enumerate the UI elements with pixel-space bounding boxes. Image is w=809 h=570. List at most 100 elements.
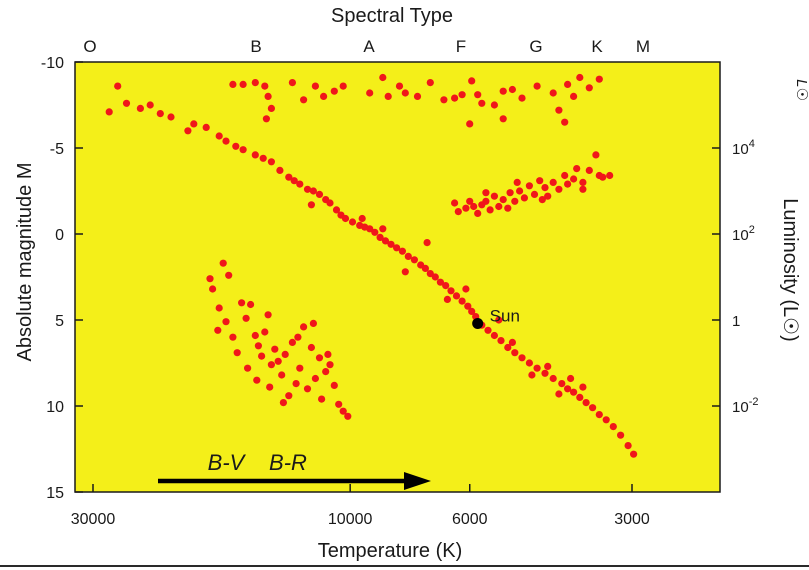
point-supergiants <box>595 75 603 83</box>
point-supergiants <box>311 82 319 90</box>
point-main-sequence <box>296 180 304 188</box>
point-giants <box>511 197 519 205</box>
magnitude-axis: -10 -5 0 5 10 15 <box>41 55 83 502</box>
point-supergiants <box>288 79 296 87</box>
sun-label: Sun <box>490 306 520 325</box>
point-main-sequence <box>114 82 122 90</box>
point-main-sequence <box>332 206 341 214</box>
point-main-sequence <box>232 142 240 150</box>
point-supergiants <box>576 73 584 82</box>
point-white-dwarfs <box>261 328 269 336</box>
point-main-sequence <box>630 450 638 458</box>
point-main-sequence <box>436 278 444 286</box>
chart-title: Spectral Type <box>331 5 453 27</box>
point-main-sequence <box>136 104 144 112</box>
point-main-sequence <box>525 359 534 367</box>
point-giants <box>555 185 563 193</box>
point-giants <box>513 178 521 186</box>
point-main-sequence <box>326 199 334 207</box>
point-supergiants <box>366 89 374 97</box>
point-white-dwarfs <box>219 259 227 267</box>
point-giants <box>499 196 507 204</box>
spectral-type-A: A <box>363 37 375 56</box>
y-tick-label: 0 <box>55 227 64 244</box>
point-giants <box>544 192 552 200</box>
point-giants <box>520 194 529 202</box>
point-white-dwarfs <box>215 304 223 312</box>
point-main-sequence <box>447 287 455 295</box>
point-giants <box>599 173 607 181</box>
point-supergiants <box>320 92 328 100</box>
point-supergiants <box>264 92 272 100</box>
point-main-sequence <box>533 364 541 372</box>
point-white-dwarfs <box>300 323 308 331</box>
x-tick-label: 3000 <box>614 511 650 528</box>
point-giants <box>495 202 503 211</box>
arrow-label-b-v: B-V <box>208 450 247 475</box>
point-white-dwarfs <box>326 361 334 369</box>
point-white-dwarfs <box>315 354 324 362</box>
point-main-sequence <box>376 233 384 241</box>
point-main-sequence <box>184 127 192 135</box>
point-main-sequence <box>602 416 610 424</box>
spectral-type-O: O <box>83 37 96 56</box>
point-main-sequence <box>567 374 575 383</box>
point-supergiants <box>267 104 275 112</box>
point-main-sequence <box>555 390 563 398</box>
point-white-dwarfs <box>303 385 312 393</box>
point-supergiants <box>478 99 486 107</box>
point-giants <box>585 166 593 174</box>
point-giants <box>536 177 544 185</box>
point-main-sequence <box>156 110 164 118</box>
point-giants <box>482 197 490 205</box>
point-supergiants <box>585 84 593 92</box>
point-supergiants <box>339 82 347 90</box>
point-supergiants <box>261 82 269 90</box>
point-main-sequence <box>167 113 175 121</box>
point-supergiants <box>570 92 578 100</box>
point-main-sequence <box>508 338 516 346</box>
point-main-sequence <box>442 282 450 290</box>
point-supergiants <box>426 79 434 87</box>
point-main-sequence <box>239 146 247 154</box>
point-main-sequence <box>617 431 625 439</box>
point-main-sequence <box>122 99 131 107</box>
point-white-dwarfs <box>222 318 230 326</box>
point-main-sequence <box>379 225 387 233</box>
point-supergiants <box>499 115 507 123</box>
point-main-sequence <box>303 185 312 193</box>
point-white-dwarfs <box>324 350 332 358</box>
x-tick-label: 6000 <box>452 511 488 528</box>
luminosity-tick-label: 1 <box>732 313 740 330</box>
y-tick-label: -5 <box>50 141 64 158</box>
point-giants <box>606 171 614 180</box>
point-main-sequence <box>511 349 519 357</box>
point-main-sequence <box>404 252 412 260</box>
point-supergiants <box>229 80 237 88</box>
point-white-dwarfs <box>225 271 233 279</box>
point-main-sequence <box>251 151 259 159</box>
point-main-sequence <box>215 132 223 140</box>
point-main-sequence <box>387 240 395 248</box>
point-main-sequence <box>541 369 549 377</box>
point-main-sequence <box>105 108 113 116</box>
point-main-sequence <box>462 285 470 293</box>
point-giants <box>470 202 478 211</box>
point-white-dwarfs <box>233 349 241 357</box>
point-supergiants <box>499 87 507 95</box>
point-main-sequence <box>609 423 617 431</box>
point-supergiants <box>458 91 466 99</box>
point-white-dwarfs <box>266 383 274 391</box>
point-main-sequence <box>393 244 401 252</box>
luminosity-tick-label: 10-2 <box>732 396 758 416</box>
point-giants <box>530 190 539 198</box>
point-giants <box>482 189 490 197</box>
point-main-sequence <box>381 237 390 245</box>
point-giants <box>486 206 494 214</box>
point-supergiants <box>555 106 563 114</box>
point-white-dwarfs <box>214 326 222 334</box>
point-main-sequence <box>490 331 498 340</box>
point-main-sequence <box>358 214 366 223</box>
point-supergiants <box>251 79 259 87</box>
